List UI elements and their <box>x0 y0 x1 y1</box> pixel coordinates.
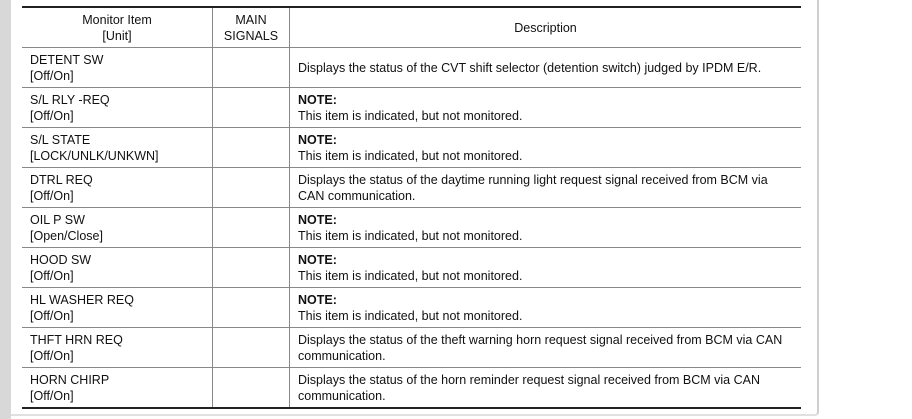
table-row: DETENT SW [Off/On] Displays the status of … <box>22 47 801 88</box>
main-signals-cell <box>212 127 290 168</box>
description-cell: Displays the status of the CVT shift sel… <box>289 47 801 88</box>
description-text: This item is indicated, but not monitore… <box>298 268 523 283</box>
table-row: DTRL REQ [Off/On] Displays the status of t… <box>22 167 801 208</box>
description-cell: Displays the status of the horn reminder… <box>289 367 801 409</box>
note-label: NOTE: <box>298 292 337 307</box>
description-text: This item is indicated, but not monitore… <box>298 308 523 323</box>
main-signals-cell <box>212 327 290 368</box>
description-text: This item is indicated, but not monitore… <box>298 148 523 163</box>
main-signals-cell <box>212 367 290 409</box>
monitor-item-cell: THFT HRN REQ [Off/On] <box>22 327 213 368</box>
monitor-item-cell: S/L RLY -REQ [Off/On] <box>22 87 213 128</box>
table-row: THFT HRN REQ [Off/On] Displays the status … <box>22 327 801 368</box>
monitor-item-cell: DETENT SW [Off/On] <box>22 47 213 88</box>
description-text: This item is indicated, but not monitore… <box>298 228 523 243</box>
header-description: Description <box>289 6 801 48</box>
main-signals-cell <box>212 47 290 88</box>
table-row: S/L RLY -REQ [Off/On] NOTE: This item is in… <box>22 87 801 128</box>
header-main-signals: MAIN SIGNALS <box>212 6 290 48</box>
main-signals-cell <box>212 287 290 328</box>
monitor-item-table: Monitor Item [Unit] MAIN SIGNALS Descripti… <box>22 6 801 409</box>
monitor-item-cell: DTRL REQ [Off/On] <box>22 167 213 208</box>
description-text: Displays the status of the CVT shift sel… <box>298 60 762 75</box>
monitor-item-cell: HOOD SW [Off/On] <box>22 247 213 288</box>
main-signals-cell <box>212 87 290 128</box>
main-signals-cell <box>212 247 290 288</box>
table-row: S/L STATE [LOCK/UNLK/UNKWN] NOTE: This item… <box>22 127 801 168</box>
description-cell: NOTE: This item is indicated, but not mon… <box>289 247 801 288</box>
description-cell: Displays the status of the daytime runni… <box>289 167 801 208</box>
description-cell: NOTE: This item is indicated, but not mon… <box>289 287 801 328</box>
monitor-item-cell: HL WASHER REQ [Off/On] <box>22 287 213 328</box>
description-text: Displays the status of the daytime runni… <box>298 172 768 203</box>
viewer-background <box>0 0 11 419</box>
table-row: HORN CHIRP [Off/On] Displays the status of… <box>22 367 801 409</box>
monitor-item-cell: S/L STATE [LOCK/UNLK/UNKWN] <box>22 127 213 168</box>
table-row: HOOD SW [Off/On] NOTE: This item is indicat… <box>22 247 801 288</box>
description-text: Displays the status of the horn reminder… <box>298 372 760 403</box>
header-monitor-item: Monitor Item [Unit] <box>22 6 213 48</box>
main-signals-cell <box>212 207 290 248</box>
note-label: NOTE: <box>298 252 337 267</box>
table-row: HL WASHER REQ [Off/On] NOTE: This item is i… <box>22 287 801 328</box>
description-text: Displays the status of the theft warning… <box>298 332 783 363</box>
monitor-item-cell: HORN CHIRP [Off/On] <box>22 367 213 409</box>
note-label: NOTE: <box>298 92 337 107</box>
description-cell: Displays the status of the theft warning… <box>289 327 801 368</box>
description-text: This item is indicated, but not monitore… <box>298 108 523 123</box>
description-cell: NOTE: This item is indicated, but not mon… <box>289 207 801 248</box>
table-header-row: Monitor Item [Unit] MAIN SIGNALS Descripti… <box>22 6 801 48</box>
main-signals-cell <box>212 167 290 208</box>
note-label: NOTE: <box>298 212 337 227</box>
description-cell: NOTE: This item is indicated, but not mon… <box>289 87 801 128</box>
note-label: NOTE: <box>298 132 337 147</box>
table-row: OIL P SW [Open/Close] NOTE: This item is in… <box>22 207 801 248</box>
description-cell: NOTE: This item is indicated, but not mon… <box>289 127 801 168</box>
monitor-item-cell: OIL P SW [Open/Close] <box>22 207 213 248</box>
